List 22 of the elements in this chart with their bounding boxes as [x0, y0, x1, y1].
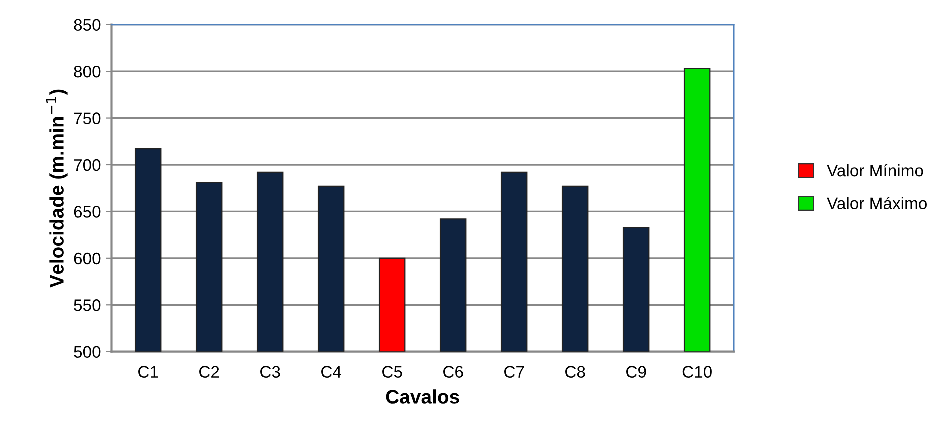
y-tick-label: 800	[74, 66, 101, 78]
x-tick-label: C8	[566, 366, 586, 378]
x-tick-label: C5	[382, 366, 402, 378]
legend-label: Valor Máximo	[827, 197, 927, 210]
y-tick-label: 600	[74, 252, 101, 265]
y-tick-label: 550	[74, 300, 101, 312]
x-tick-label: C2	[200, 366, 220, 378]
y-axis-title: Velocidade (m.min$^{−1}$)	[46, 90, 68, 288]
y-tick-label: 700	[74, 159, 101, 172]
y-tick-label: 850	[74, 19, 101, 32]
x-tick-label: C3	[260, 366, 280, 378]
y-tick-label: 650	[74, 206, 101, 218]
legend-label: Valor Mínimo	[827, 164, 924, 177]
y-tick-label: 750	[74, 112, 101, 124]
x-tick-label: C10	[682, 366, 712, 378]
x-tick-label: C4	[322, 366, 342, 378]
x-tick-label: C9	[626, 366, 646, 378]
x-tick-label: C6	[444, 366, 464, 378]
y-tick-label: 500	[74, 346, 101, 358]
x-tick-label: C7	[504, 366, 524, 378]
x-tick-label: C1	[138, 366, 158, 378]
x-axis-title: Cavalos	[386, 390, 460, 404]
